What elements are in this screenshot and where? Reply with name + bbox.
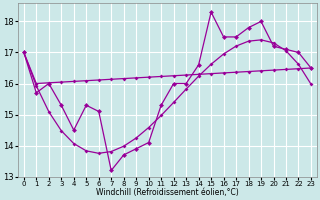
X-axis label: Windchill (Refroidissement éolien,°C): Windchill (Refroidissement éolien,°C) xyxy=(96,188,239,197)
